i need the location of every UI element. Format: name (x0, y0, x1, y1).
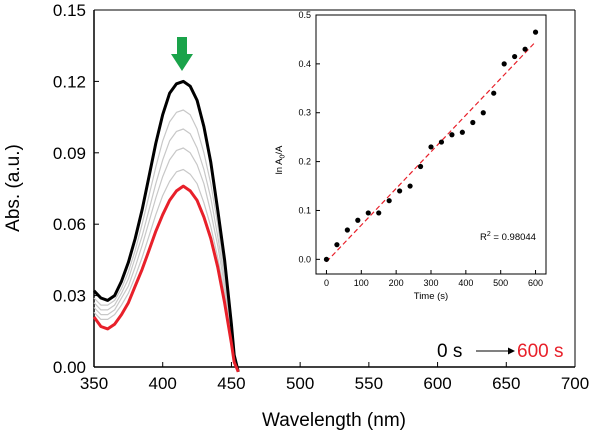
spectrum-line-intermediate (93, 168, 239, 372)
inset-data-point (459, 129, 465, 135)
inset-y-tick-label: 0.1 (298, 205, 311, 215)
x-tick-label: 350 (80, 374, 108, 393)
inset-data-point (334, 242, 340, 248)
inset-y-axis-title: ln A0/A (274, 145, 287, 174)
inset-data-point (407, 183, 413, 189)
time-end-label: 600 s (517, 341, 563, 362)
spectrum-line-intermediate (93, 147, 239, 372)
inset-x-tick-label: 600 (528, 278, 543, 288)
spectrum-line-intermediate (93, 109, 239, 372)
inset-data-point (532, 29, 539, 35)
inset-data-point (355, 217, 361, 223)
inset-data-point (428, 144, 434, 150)
y-tick-label: 0.15 (53, 1, 86, 20)
r-squared-label: R2 = 0.98044 (480, 231, 536, 243)
time-start-label: 0 s (437, 341, 462, 362)
inset-data-point (470, 119, 476, 126)
spectrum-line-0s (92, 79, 240, 373)
inset-y-axis-title-tail: /A (274, 145, 285, 155)
inset-x-tick-label: 100 (354, 278, 369, 288)
down-arrow-icon (171, 37, 193, 71)
x-tick-label: 650 (492, 374, 520, 393)
y-tick-label: 0.03 (53, 287, 86, 306)
y-tick-label: 0.09 (53, 144, 86, 163)
x-tick-label: 550 (355, 374, 383, 393)
inset-y-axis-title-sub: 0 (280, 155, 287, 159)
spectrum-line-intermediate (93, 128, 239, 372)
y-tick-label: 0.06 (53, 215, 86, 234)
inset-data-point (480, 110, 486, 116)
inset-data-point (522, 46, 528, 52)
inset-y-tick-label: 0.0 (298, 254, 311, 264)
x-tick-label: 600 (423, 374, 451, 393)
inset-x-tick-label: 500 (493, 278, 508, 288)
inset-fit-line (326, 41, 536, 263)
inset-y-tick-label: 0.2 (298, 157, 311, 167)
inset-data-point (323, 256, 330, 262)
inset-data-point (417, 163, 424, 170)
inset-x-tick-label: 400 (458, 278, 473, 288)
y-axis-title: Abs. (a.u.) (3, 144, 24, 232)
y-tick-label: 0.00 (53, 358, 86, 377)
spectrum-line-600s (92, 184, 240, 373)
inset-data-point (344, 227, 350, 233)
x-tick-label: 700 (561, 374, 589, 393)
r-squared-r: R (480, 232, 487, 243)
inset-x-tick-label: 300 (423, 278, 438, 288)
inset-data-point (491, 90, 497, 96)
x-axis-title: Wavelength (nm) (262, 410, 406, 431)
r-squared-value: = 0.98044 (491, 232, 536, 243)
inset-data-point (365, 210, 371, 216)
inset-y-axis-title-main: ln A (274, 158, 285, 175)
y-tick-label: 0.12 (53, 72, 86, 91)
r-squared-sup: 2 (487, 231, 491, 238)
x-tick-label: 400 (149, 374, 177, 393)
inset-x-tick-label: 0 (324, 278, 329, 288)
inset-data-point (449, 132, 455, 138)
inset-x-axis-title: Time (s) (414, 291, 448, 302)
inset-data-point (397, 188, 403, 194)
x-tick-label: 450 (217, 374, 245, 393)
time-arrow-icon (476, 347, 515, 355)
inset-data-point (512, 53, 518, 60)
inset-y-tick-label: 0.5 (298, 10, 311, 20)
inset-y-tick-label: 0.4 (298, 59, 311, 69)
inset-data-point (438, 139, 445, 145)
inset-data-point (386, 198, 392, 204)
inset-data-point (501, 61, 507, 67)
inset-x-tick-label: 200 (389, 278, 404, 288)
inset-data-point (376, 210, 382, 216)
x-tick-label: 500 (286, 374, 314, 393)
inset-y-tick-label: 0.3 (298, 108, 311, 118)
